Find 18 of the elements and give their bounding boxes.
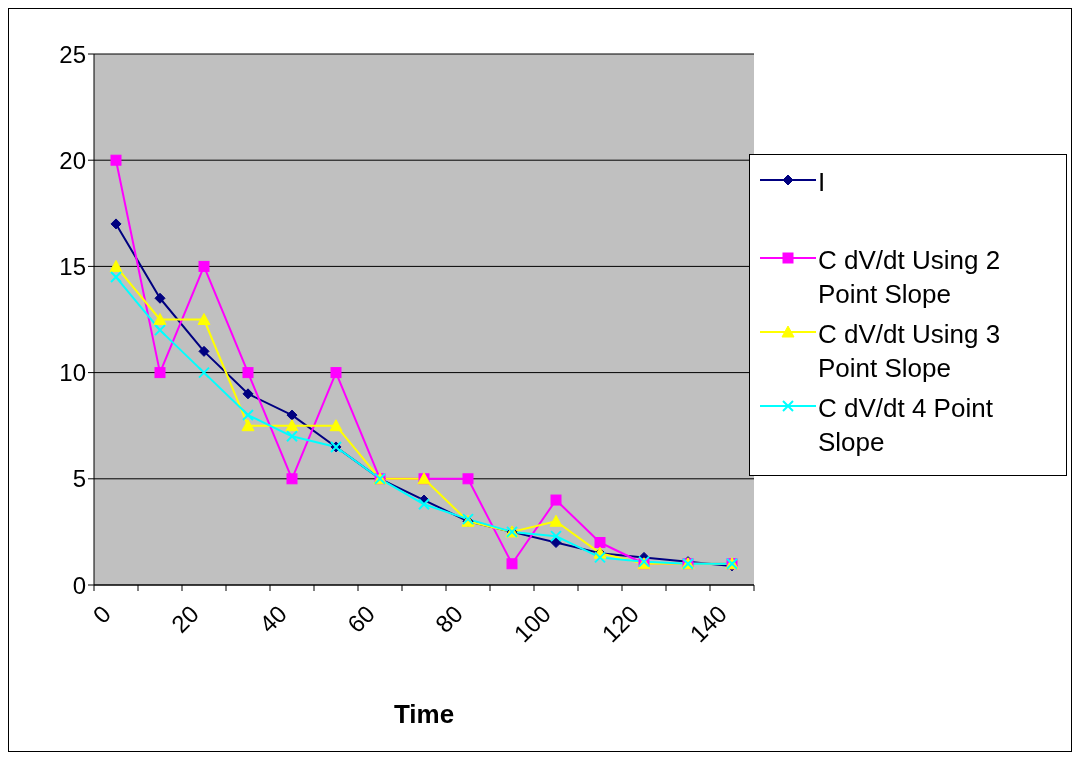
- x-tick-label: 20: [166, 599, 204, 638]
- x-tick-label: 120: [596, 599, 644, 648]
- x-tick-label: 40: [254, 599, 292, 638]
- legend-label: C dV/dt Using 3 Point Slope: [818, 318, 1002, 385]
- y-tick-label: 20: [59, 146, 86, 174]
- y-tick-label: 25: [59, 40, 86, 68]
- y-tick-label: 15: [59, 252, 86, 280]
- y-tick-label: 10: [59, 359, 86, 387]
- legend-label: I: [818, 166, 826, 199]
- x-tick-label: 100: [508, 599, 556, 648]
- y-tick-label: 0: [72, 571, 86, 599]
- y-tick-label: 5: [72, 465, 86, 493]
- x-tick-label: 80: [430, 599, 468, 638]
- x-axis-title: Time: [393, 699, 455, 729]
- legend-label: C dV/dt 4 Point Slope: [818, 392, 994, 459]
- legend-label: C dV/dt Using 2 Point Slope: [818, 244, 1002, 311]
- x-tick-label: 140: [684, 599, 732, 648]
- x-tick-label: 60: [342, 599, 380, 638]
